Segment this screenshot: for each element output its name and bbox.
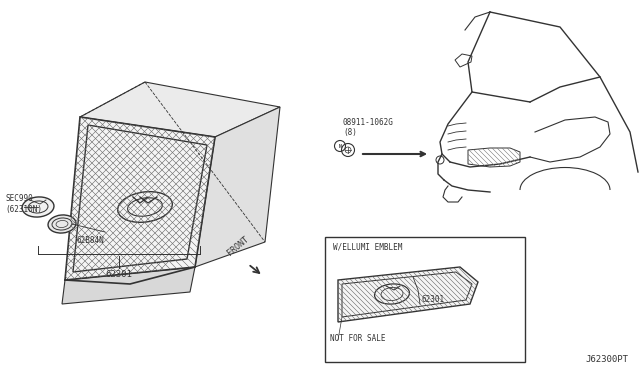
Text: 62B84N: 62B84N	[76, 236, 104, 245]
Text: SEC990
(62310N): SEC990 (62310N)	[5, 194, 42, 214]
Text: J62300PT: J62300PT	[585, 355, 628, 364]
Text: W/ELLUMI EMBLEM: W/ELLUMI EMBLEM	[333, 242, 403, 251]
Polygon shape	[338, 267, 478, 322]
Ellipse shape	[22, 197, 54, 217]
Polygon shape	[195, 107, 280, 267]
Text: 62301: 62301	[422, 295, 445, 304]
Text: 08911-1062G
(8): 08911-1062G (8)	[343, 118, 394, 137]
Polygon shape	[65, 117, 215, 280]
Text: FRONT: FRONT	[226, 235, 251, 258]
Bar	[325, 237, 525, 362]
Polygon shape	[62, 267, 195, 304]
Ellipse shape	[48, 215, 76, 233]
Text: 62301: 62301	[106, 270, 132, 279]
Text: NOT FOR SALE: NOT FOR SALE	[330, 334, 385, 343]
Text: N: N	[339, 144, 341, 148]
Polygon shape	[80, 82, 280, 137]
